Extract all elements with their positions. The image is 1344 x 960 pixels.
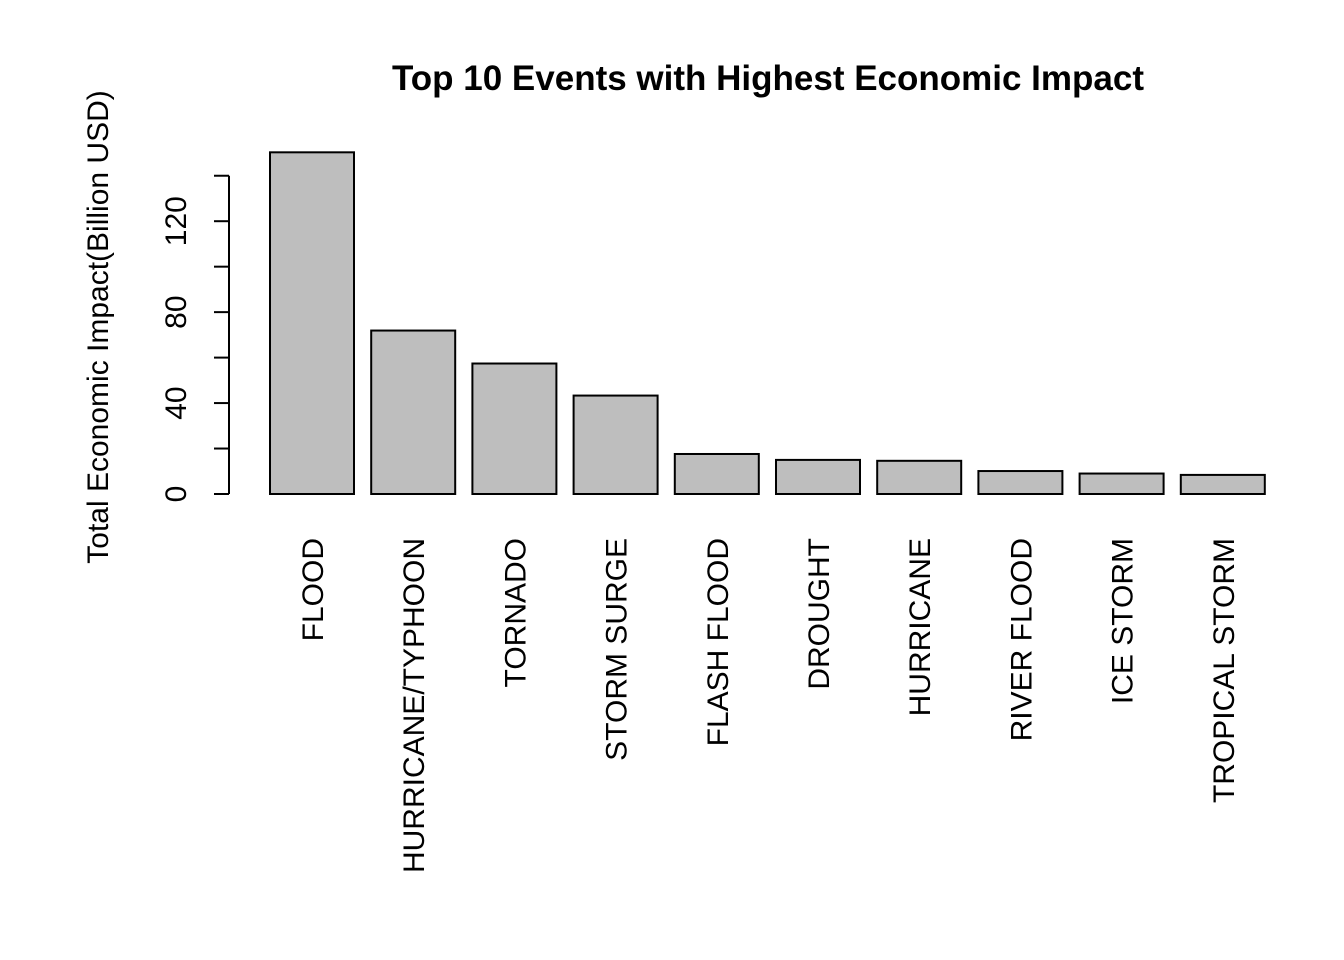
category-label-ice-storm: ICE STORM xyxy=(1107,538,1140,704)
category-label-flash-flood: FLASH FLOOD xyxy=(702,538,735,746)
category-labels: FLOOD HURRICANE/TYPHOON TORNADO STORM SURGE… xyxy=(297,538,1241,873)
bar-hurricane xyxy=(876,459,963,495)
y-tick-label-0: 0 xyxy=(160,486,193,503)
bar-river-flood xyxy=(977,470,1064,496)
y-tick-label-80: 80 xyxy=(160,295,193,328)
category-label-tropical-storm: TROPICAL STORM xyxy=(1208,538,1241,803)
category-label-river-flood: RIVER FLOOD xyxy=(1005,538,1038,741)
y-axis-label: Total Economic Impact(Billion USD) xyxy=(82,90,115,563)
category-label-hurricane: HURRICANE xyxy=(904,538,937,716)
bar-tornado xyxy=(471,362,558,496)
bar-flash-flood xyxy=(673,452,760,495)
bars-group xyxy=(269,151,1266,496)
bar-flood xyxy=(269,151,355,495)
chart-title: Top 10 Events with Highest Economic Impa… xyxy=(392,59,1144,98)
y-tick-label-120: 120 xyxy=(160,196,193,246)
category-label-storm-surge: STORM SURGE xyxy=(601,538,634,761)
bar-drought xyxy=(775,458,861,495)
y-tick-label-40: 40 xyxy=(160,386,193,419)
y-axis-ticks: 0 40 80 120 xyxy=(160,174,229,503)
category-label-hurricane-typhoon: HURRICANE/TYPHOON xyxy=(398,538,431,873)
bar-hurricane-typhoon xyxy=(370,329,457,495)
category-label-drought: DROUGHT xyxy=(803,538,836,690)
bar-storm-surge xyxy=(572,394,659,495)
category-label-flood: FLOOD xyxy=(297,538,330,641)
category-label-tornado: TORNADO xyxy=(499,538,532,687)
bar-tropical-storm xyxy=(1179,473,1266,495)
bar-ice-storm xyxy=(1078,472,1165,496)
